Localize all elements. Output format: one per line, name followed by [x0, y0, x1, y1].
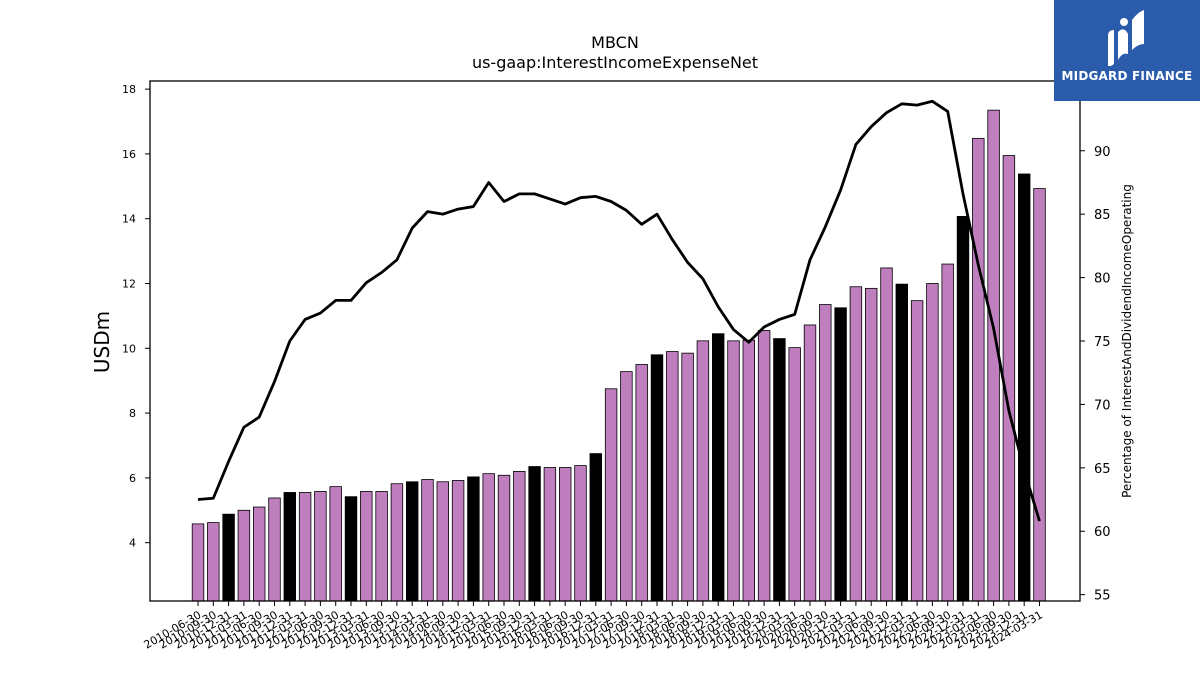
- bar: [742, 339, 756, 602]
- bar: [849, 286, 863, 602]
- bar: [314, 491, 327, 602]
- bar: [956, 216, 970, 602]
- bar: [513, 470, 526, 602]
- y-tick-label-right: 85: [1094, 208, 1111, 223]
- logo-mark-icon: [1108, 10, 1144, 66]
- y-tick-label-right: 55: [1094, 589, 1111, 604]
- bar: [467, 476, 480, 602]
- y-tick-label-right: 75: [1094, 335, 1111, 350]
- bar: [803, 324, 817, 602]
- bar: [497, 474, 511, 602]
- bar: [819, 304, 832, 602]
- bar: [421, 479, 434, 602]
- midgard-finance-logo: MIDGARD FINANCE: [1054, 0, 1200, 101]
- bar: [788, 347, 801, 602]
- bar: [865, 287, 878, 602]
- chart-subtitle: us-gaap:InterestIncomeExpenseNet: [472, 53, 758, 72]
- bar: [375, 491, 388, 602]
- y-tick-label: 8: [129, 407, 136, 420]
- y-tick-label: 10: [122, 342, 136, 355]
- y-axis-label: USDm: [90, 311, 114, 373]
- bar: [926, 283, 939, 602]
- y-tick-label: 16: [122, 148, 136, 161]
- y-tick-label-right: 60: [1094, 525, 1111, 540]
- bar: [972, 137, 985, 602]
- bar: [283, 492, 297, 602]
- bar: [880, 267, 893, 602]
- bar: [222, 513, 235, 602]
- bar: [650, 354, 664, 602]
- bar: [910, 300, 924, 602]
- bar: [604, 388, 618, 602]
- bar: [1002, 155, 1016, 602]
- bar: [329, 486, 342, 602]
- bar: [482, 473, 495, 602]
- line-series: [197, 99, 1041, 522]
- bar: [237, 509, 251, 602]
- bar: [574, 465, 587, 602]
- bar: [436, 481, 450, 602]
- bar: [666, 351, 679, 602]
- bar: [941, 263, 954, 602]
- y-tick-label-right: 80: [1094, 272, 1111, 287]
- y-tick-label: 12: [122, 277, 136, 290]
- bar: [451, 480, 465, 602]
- bar: [344, 496, 358, 602]
- bar: [191, 523, 205, 602]
- bar: [1018, 173, 1031, 602]
- y-tick-label-right: 90: [1094, 145, 1111, 160]
- bar-series: [191, 109, 1046, 602]
- bar: [681, 352, 694, 602]
- chart-title: MBCN: [591, 33, 639, 52]
- bar: [268, 497, 281, 602]
- x-axis: 2010-06-302010-09-302010-12-312011-03-31…: [142, 601, 1045, 652]
- bar: [757, 330, 771, 602]
- bar: [528, 466, 541, 602]
- bar: [834, 307, 847, 602]
- bar: [635, 364, 648, 602]
- bar: [773, 338, 786, 602]
- bar: [390, 483, 404, 602]
- bar: [559, 467, 572, 602]
- y-tick-label-right: 65: [1094, 462, 1111, 477]
- bar: [712, 333, 725, 602]
- logo-text: MIDGARD FINANCE: [1061, 69, 1193, 83]
- bar: [405, 481, 419, 602]
- bar: [360, 491, 373, 602]
- y-axis-left: 4 6 8 10 12 14 16 18: [122, 83, 150, 550]
- bar: [727, 340, 740, 602]
- bar: [543, 467, 557, 602]
- bar: [207, 522, 220, 602]
- y-tick-label-right: 70: [1094, 398, 1111, 413]
- line-series-layer: [197, 99, 1041, 522]
- bar: [620, 371, 633, 602]
- y-tick-label: 4: [129, 537, 136, 550]
- bar: [895, 283, 909, 602]
- bar: [298, 492, 312, 602]
- bar: [1033, 188, 1046, 602]
- y-axis-label-right: Percentage of InterestAndDividendIncomeO…: [1120, 184, 1134, 498]
- y-tick-label: 18: [122, 83, 136, 96]
- y-tick-label: 6: [129, 472, 136, 485]
- y-tick-label: 14: [122, 213, 136, 226]
- y-axis-right: 55 60 65 70 75 80 85 90: [1080, 145, 1111, 604]
- bar: [252, 506, 266, 602]
- bar: [589, 453, 603, 602]
- bar: [696, 340, 710, 602]
